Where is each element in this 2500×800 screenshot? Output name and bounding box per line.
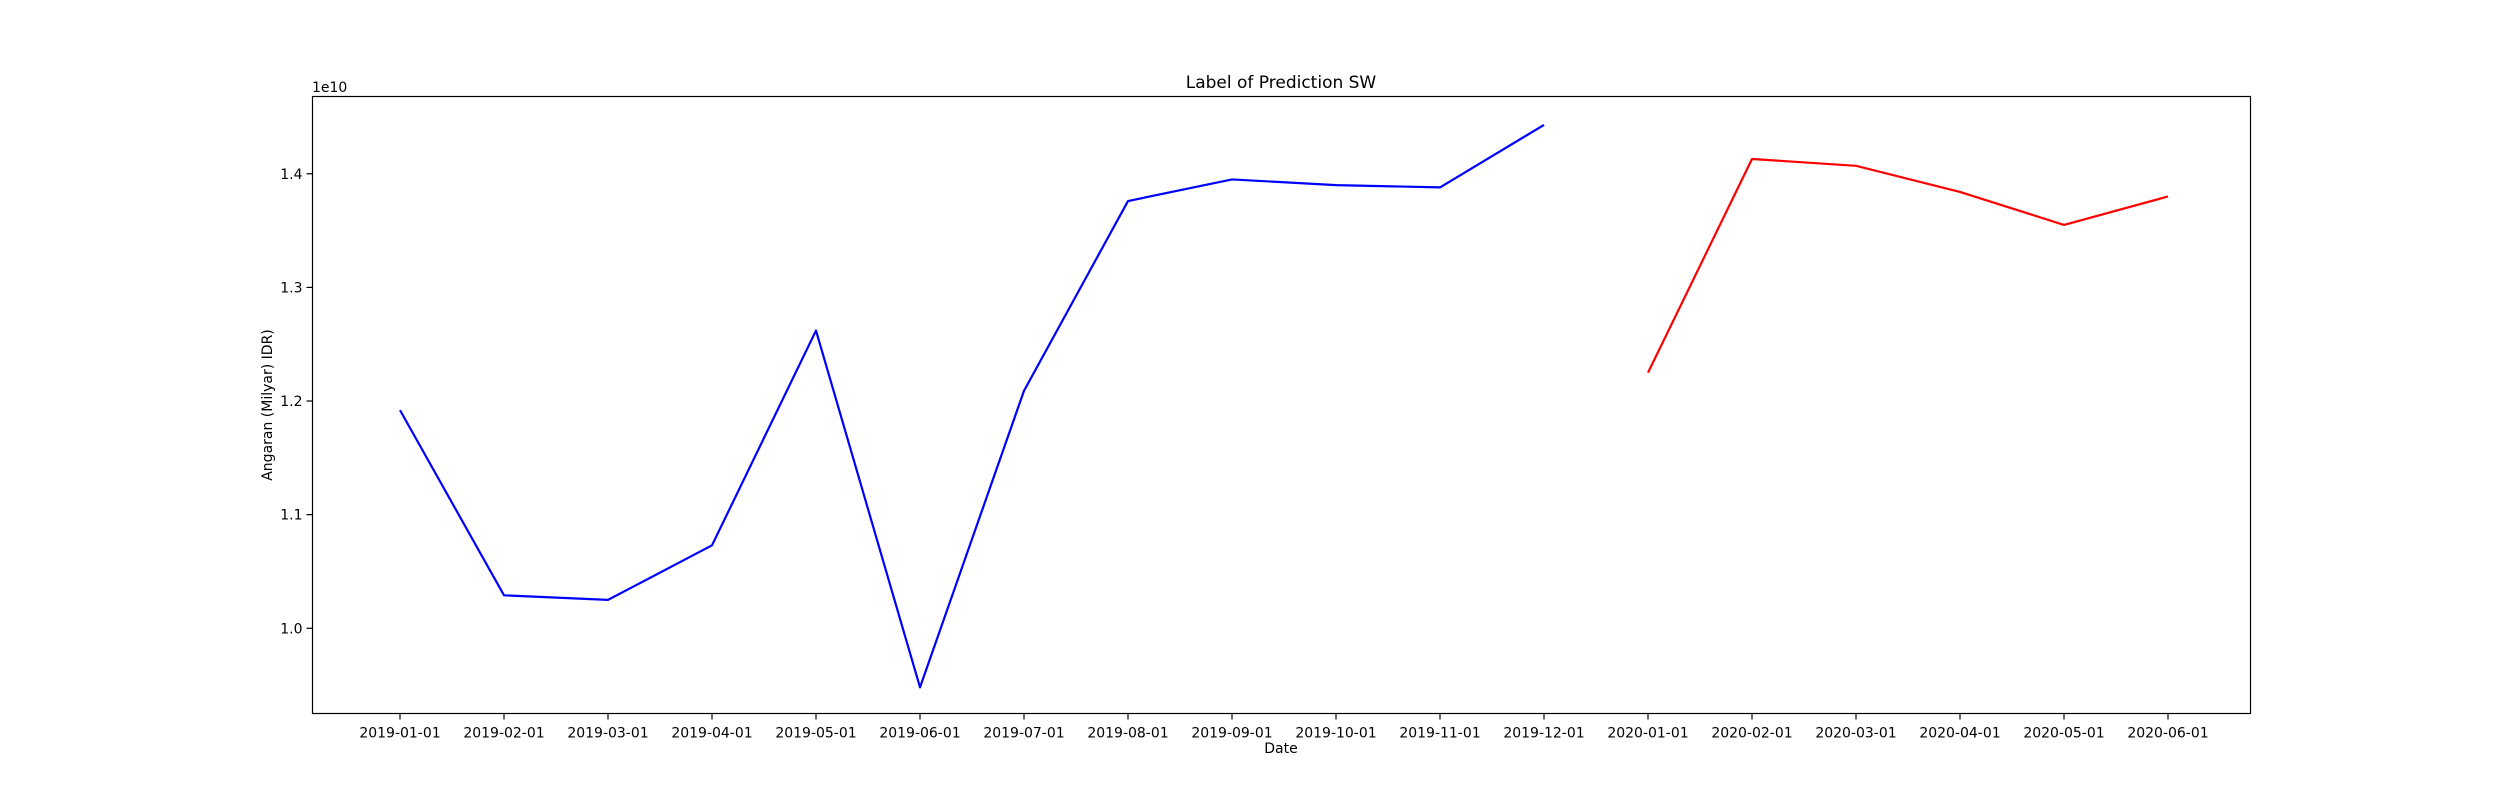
x-tick-label: 2020-04-01	[1919, 726, 2000, 742]
series-line-1	[399, 123, 1545, 689]
x-tick-label: 2020-01-01	[1607, 726, 1688, 742]
y-axis-label: Angaran (Milyar) IDR)	[260, 329, 276, 481]
y-tick-label: 1.3	[280, 280, 302, 296]
y-tick-label: 1.4	[280, 167, 302, 183]
x-tick-label: 2020-05-01	[2023, 726, 2104, 742]
series-layer	[399, 123, 2169, 689]
y-tick-label: 1.0	[280, 621, 302, 637]
x-tick-label: 2019-05-01	[775, 726, 856, 742]
x-tick-label: 2019-08-01	[1087, 726, 1168, 742]
chart-title: Label of Prediction SW	[1186, 73, 1377, 93]
x-tick-label: 2019-07-01	[983, 726, 1064, 742]
x-tick-label: 2019-03-01	[567, 726, 648, 742]
x-tick-label: 2019-01-01	[359, 726, 440, 742]
x-tick-label: 2019-11-01	[1399, 726, 1480, 742]
series-line-2	[1647, 157, 2169, 374]
x-tick-label: 2019-06-01	[879, 726, 960, 742]
x-tick-label: 2019-12-01	[1503, 726, 1584, 742]
x-tick-label: 2020-06-01	[2127, 726, 2208, 742]
x-tick-label: 2019-10-01	[1295, 726, 1376, 742]
axis-ticks: 2019-01-01 2019-02-01 2019-03-01 2019-04-01…	[280, 167, 2208, 742]
plot-frame	[311, 95, 2252, 715]
x-axis-label: Date	[1264, 741, 1297, 757]
y-offset-label: 1e10	[312, 80, 347, 96]
x-tick-label: 2019-04-01	[671, 726, 752, 742]
y-tick-label: 1.2	[280, 394, 302, 410]
y-tick-label: 1.1	[280, 508, 302, 524]
x-tick-label: 2020-02-01	[1711, 726, 1792, 742]
x-tick-label: 2019-02-01	[463, 726, 544, 742]
x-tick-label: 2020-03-01	[1815, 726, 1896, 742]
x-tick-label: 2019-09-01	[1191, 726, 1272, 742]
